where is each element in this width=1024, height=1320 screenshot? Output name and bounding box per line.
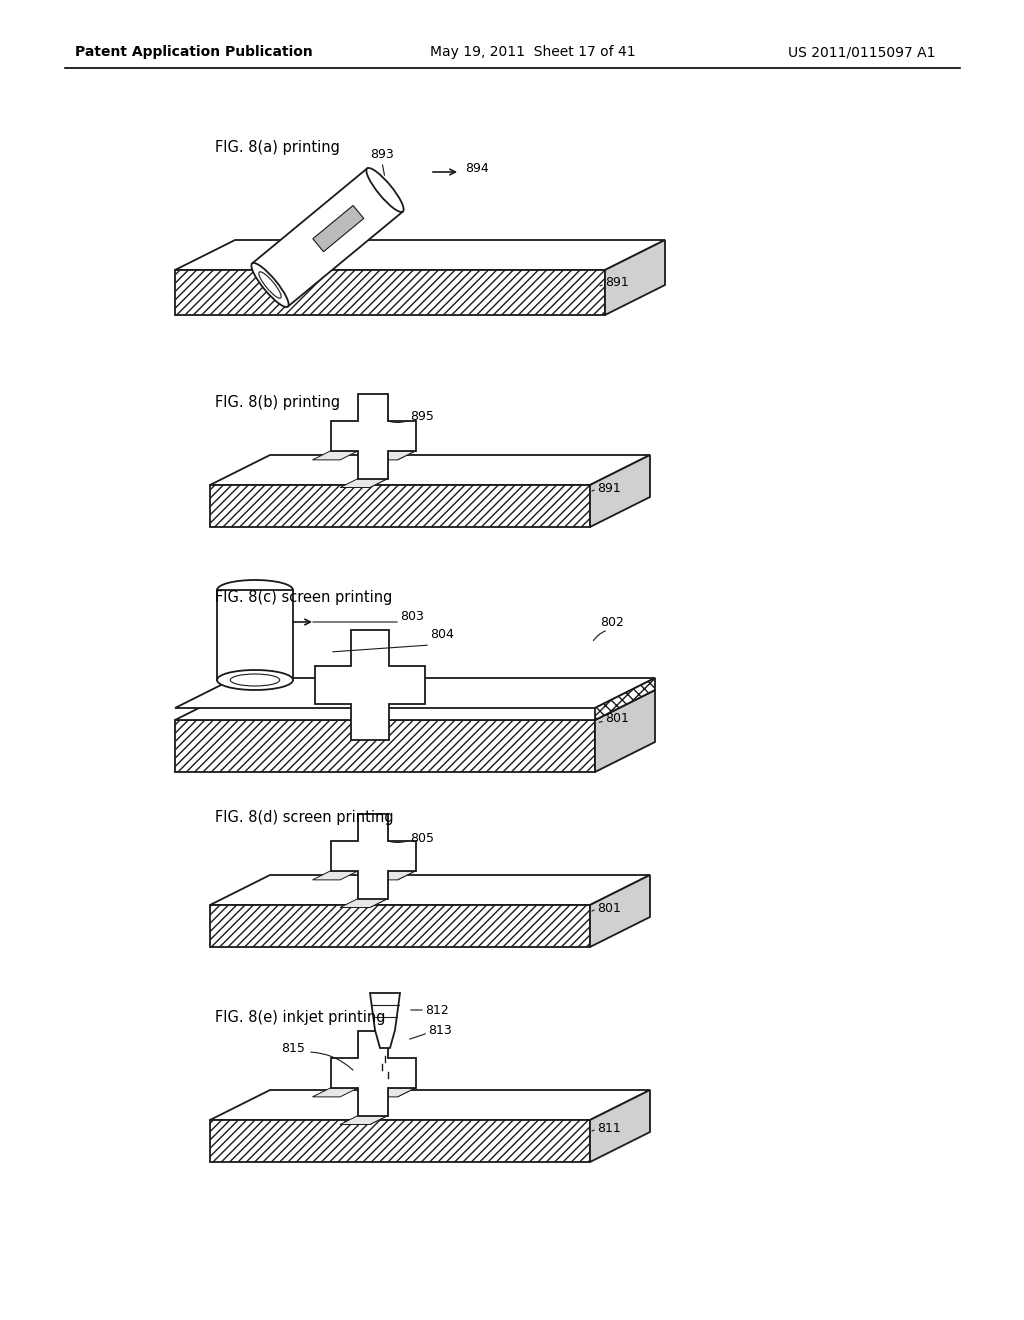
Polygon shape — [370, 451, 416, 459]
Polygon shape — [175, 719, 595, 772]
Text: FIG. 8(e) inkjet printing: FIG. 8(e) inkjet printing — [215, 1010, 385, 1026]
Polygon shape — [252, 169, 402, 306]
Text: 891: 891 — [597, 482, 621, 495]
Polygon shape — [605, 240, 665, 315]
Polygon shape — [175, 678, 655, 708]
Text: FIG. 8(a) printing: FIG. 8(a) printing — [215, 140, 340, 154]
Text: 812: 812 — [425, 1003, 449, 1016]
Text: 801: 801 — [597, 902, 621, 915]
Ellipse shape — [367, 168, 403, 213]
Text: FIG. 8(c) screen printing: FIG. 8(c) screen printing — [215, 590, 392, 605]
Polygon shape — [331, 813, 416, 899]
Polygon shape — [217, 590, 293, 680]
Ellipse shape — [251, 263, 289, 308]
Polygon shape — [175, 690, 655, 719]
Polygon shape — [175, 240, 665, 271]
Text: 891: 891 — [605, 276, 629, 289]
Polygon shape — [210, 875, 650, 906]
Polygon shape — [312, 1088, 358, 1097]
Polygon shape — [595, 678, 655, 719]
Text: 813: 813 — [428, 1023, 452, 1036]
Polygon shape — [340, 899, 388, 908]
Polygon shape — [370, 871, 388, 908]
Polygon shape — [210, 906, 590, 946]
Polygon shape — [210, 1090, 650, 1119]
Polygon shape — [210, 455, 650, 484]
Polygon shape — [312, 451, 358, 459]
Polygon shape — [312, 206, 364, 252]
Polygon shape — [397, 421, 416, 459]
Text: 805: 805 — [410, 832, 434, 845]
Polygon shape — [210, 484, 590, 527]
Text: 803: 803 — [400, 610, 424, 623]
Polygon shape — [370, 1088, 388, 1125]
Polygon shape — [590, 455, 650, 527]
Polygon shape — [210, 1119, 590, 1162]
Text: 801: 801 — [605, 711, 629, 725]
Ellipse shape — [217, 671, 293, 690]
Text: 893: 893 — [370, 149, 394, 161]
Polygon shape — [340, 479, 388, 487]
Polygon shape — [590, 875, 650, 946]
Polygon shape — [312, 871, 358, 880]
Text: 802: 802 — [600, 616, 624, 630]
Polygon shape — [331, 1031, 416, 1115]
Polygon shape — [370, 993, 400, 1048]
Polygon shape — [397, 1059, 416, 1097]
Polygon shape — [370, 451, 388, 487]
Text: FIG. 8(b) printing: FIG. 8(b) printing — [215, 395, 340, 411]
Text: 815: 815 — [282, 1041, 305, 1055]
Polygon shape — [595, 690, 655, 772]
Text: US 2011/0115097 A1: US 2011/0115097 A1 — [787, 45, 935, 59]
Polygon shape — [370, 1031, 388, 1067]
Polygon shape — [175, 271, 605, 315]
Text: 811: 811 — [597, 1122, 621, 1134]
Text: May 19, 2011  Sheet 17 of 41: May 19, 2011 Sheet 17 of 41 — [430, 45, 636, 59]
Polygon shape — [315, 630, 425, 741]
Text: 894: 894 — [465, 161, 488, 174]
Polygon shape — [370, 393, 388, 430]
Text: 804: 804 — [430, 628, 454, 642]
Polygon shape — [331, 393, 416, 479]
Ellipse shape — [217, 579, 293, 601]
Text: FIG. 8(d) screen printing: FIG. 8(d) screen printing — [215, 810, 393, 825]
Polygon shape — [370, 871, 416, 880]
Text: Patent Application Publication: Patent Application Publication — [75, 45, 312, 59]
Polygon shape — [370, 1088, 416, 1097]
Polygon shape — [370, 813, 388, 850]
Polygon shape — [590, 1090, 650, 1162]
Polygon shape — [397, 841, 416, 880]
Polygon shape — [340, 1115, 388, 1125]
Text: 895: 895 — [410, 411, 434, 424]
